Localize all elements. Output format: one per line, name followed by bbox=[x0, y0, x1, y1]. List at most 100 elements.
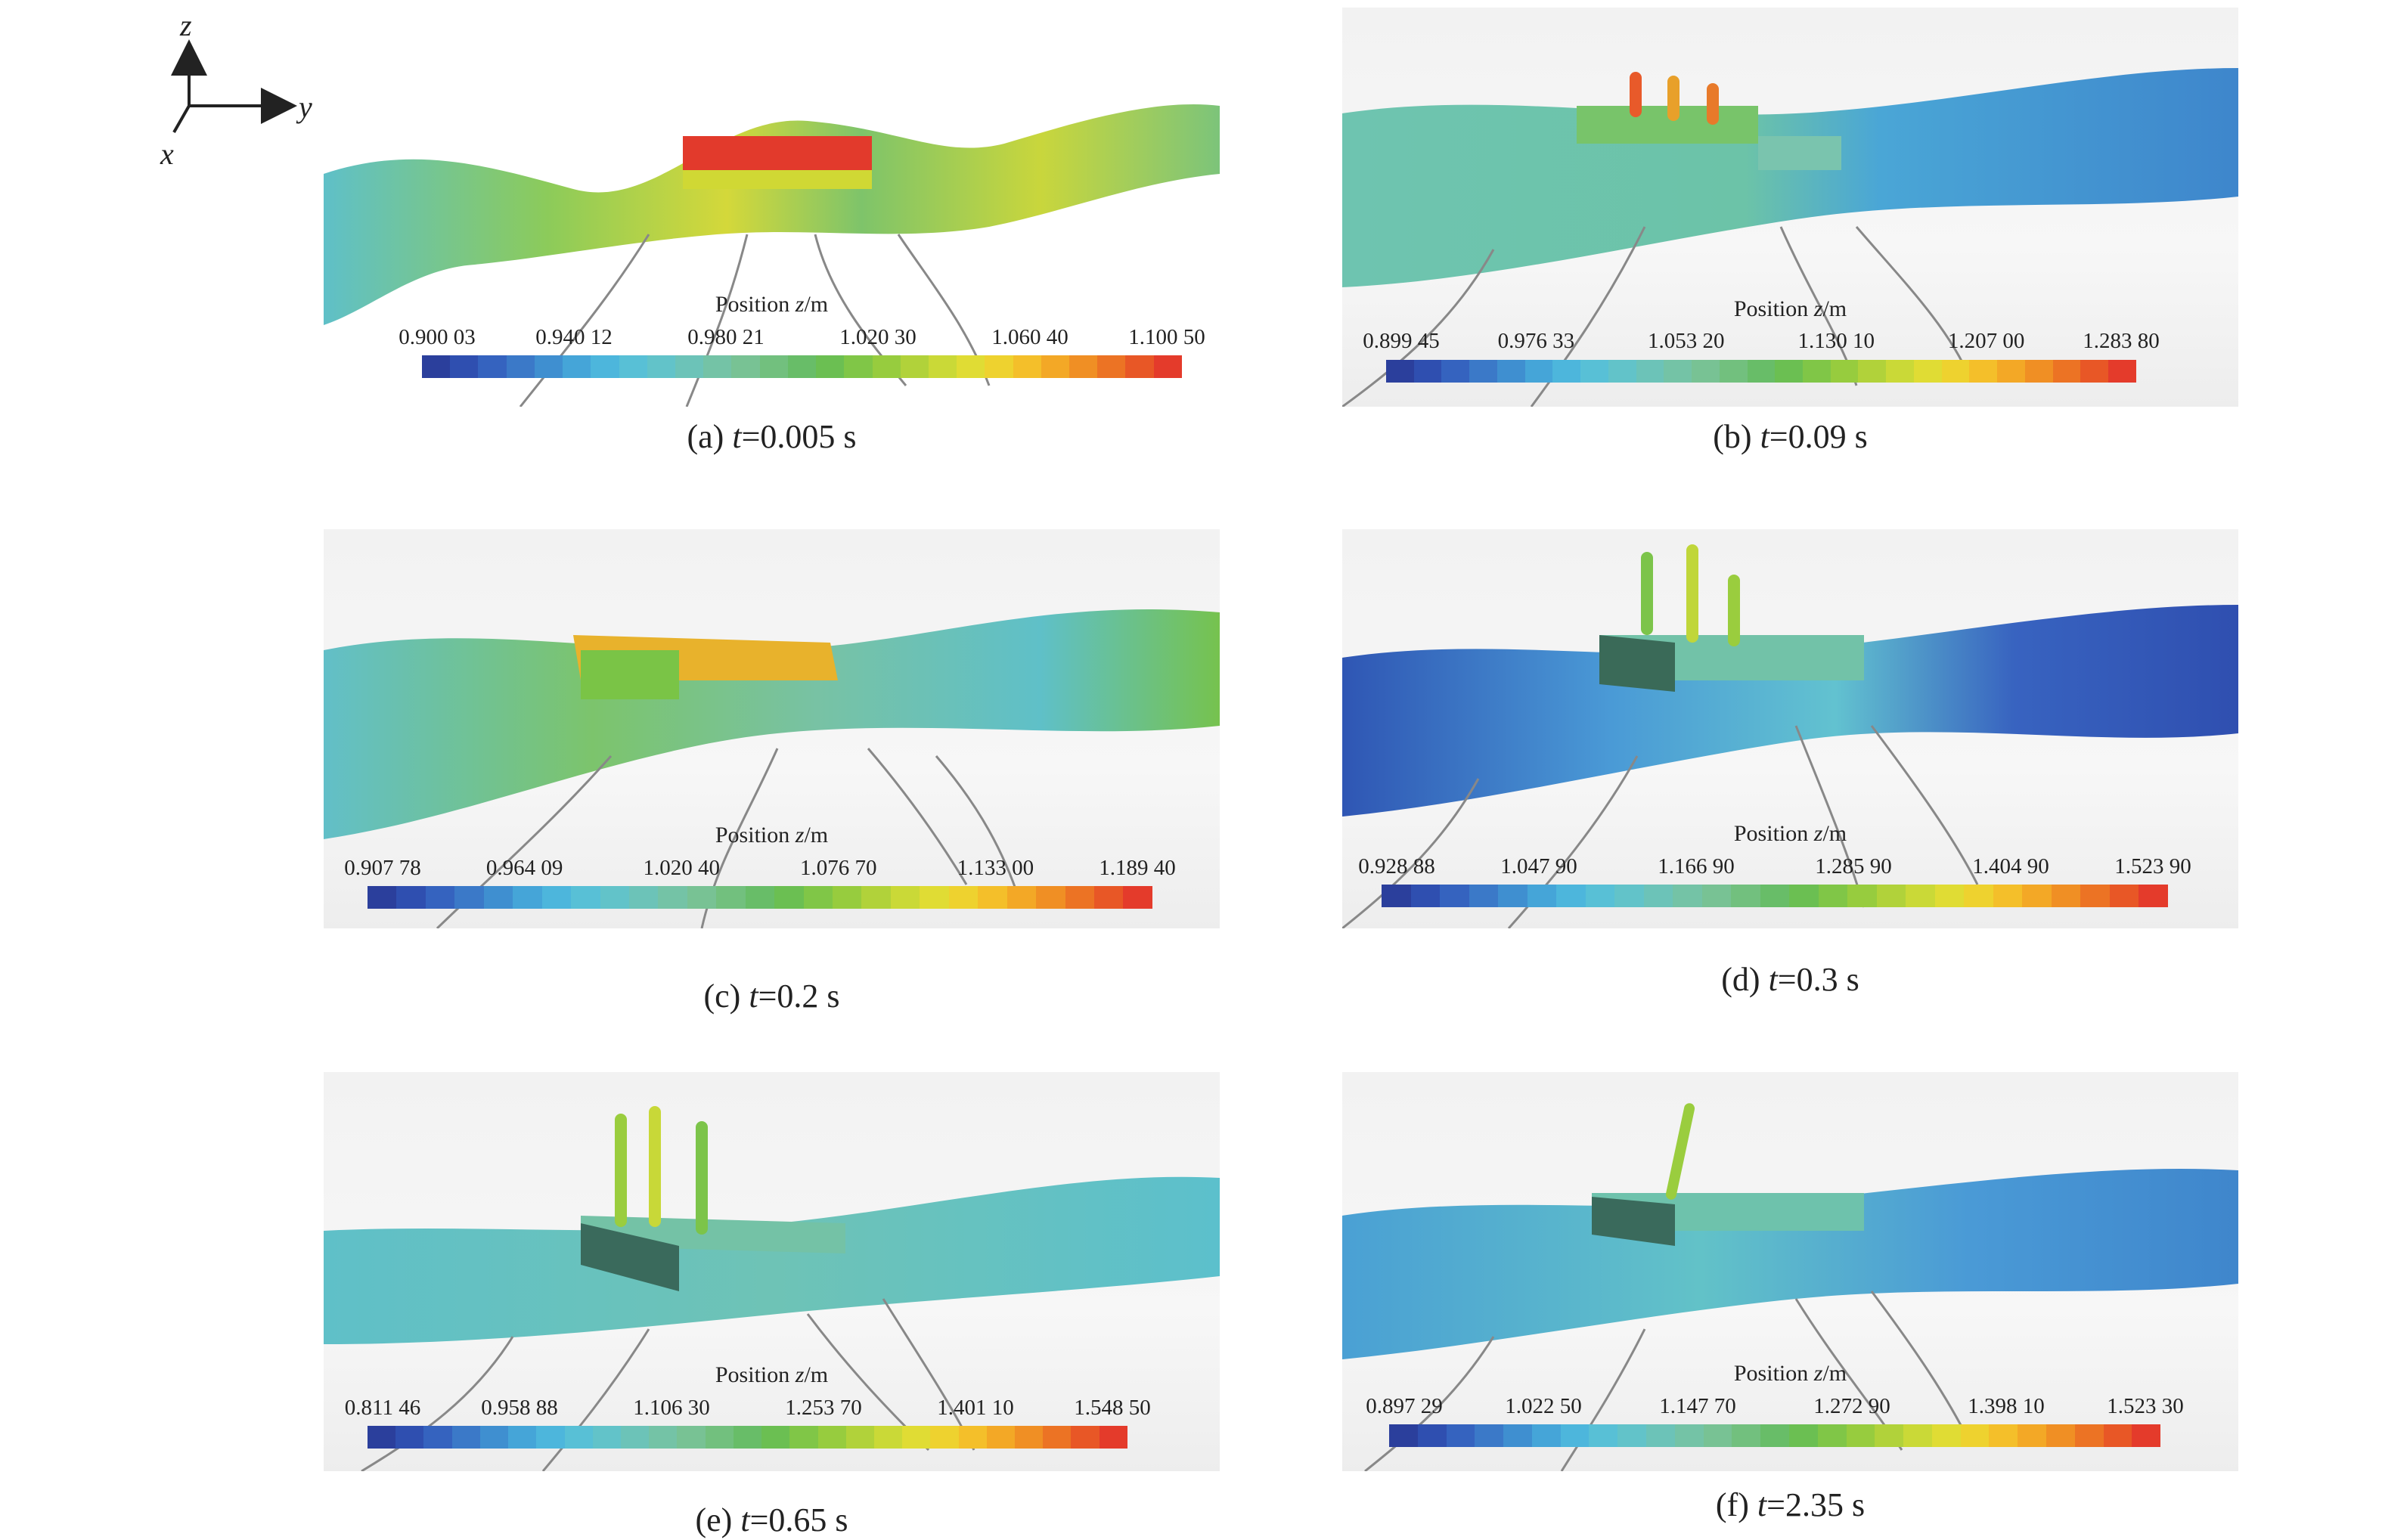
colorbar-tick-label: 1.272 90 bbox=[1813, 1394, 1890, 1418]
colorbar-swatch bbox=[900, 355, 929, 378]
colorbar-tick-label: 1.053 20 bbox=[1648, 329, 1725, 353]
colorbar-tick-label: 0.899 45 bbox=[1363, 329, 1440, 353]
colorbar-swatch bbox=[1775, 360, 1804, 383]
colorbar-swatch bbox=[1556, 885, 1586, 907]
colorbar-swatch bbox=[1830, 360, 1859, 383]
colorbar-swatch bbox=[789, 1426, 818, 1449]
colorbar-swatch bbox=[1123, 886, 1152, 909]
colorbar-swatch bbox=[1413, 360, 1442, 383]
axes-arrows-icon bbox=[171, 39, 297, 133]
colorbar-tick-label: 1.020 40 bbox=[643, 856, 720, 880]
colorbar-swatch bbox=[564, 1426, 593, 1449]
colorbar bbox=[1386, 360, 2136, 383]
colorbar-swatch bbox=[873, 1426, 903, 1449]
colorbar-tick-label: 1.285 90 bbox=[1815, 854, 1892, 878]
colorbar bbox=[1389, 1424, 2161, 1447]
colorbar-swatch bbox=[1071, 1426, 1100, 1449]
colorbar-tick-label: 0.958 88 bbox=[481, 1396, 558, 1420]
colorbar-swatch bbox=[2051, 885, 2081, 907]
colorbar-swatch bbox=[1013, 355, 1041, 378]
colorbar-swatch bbox=[450, 355, 479, 378]
colorbar-tick-label: 0.900 03 bbox=[399, 325, 476, 349]
colorbar-swatch bbox=[1875, 1424, 1904, 1447]
colorbar-swatch bbox=[1446, 1424, 1475, 1447]
colorbar-swatch bbox=[675, 355, 704, 378]
axis-label-y: y bbox=[299, 90, 312, 124]
colorbar-swatch bbox=[759, 355, 788, 378]
colorbar-swatch bbox=[1989, 1424, 2018, 1447]
colorbar-swatch bbox=[1386, 360, 1414, 383]
colorbar-swatch bbox=[628, 886, 659, 909]
colorbar-swatch bbox=[600, 886, 629, 909]
axis-label-z: z bbox=[180, 8, 192, 42]
colorbar-swatch bbox=[833, 886, 862, 909]
colorbar-swatch bbox=[1941, 360, 1970, 383]
colorbar-tick-label: 1.404 90 bbox=[1972, 854, 2049, 878]
colorbar-swatch bbox=[1692, 360, 1720, 383]
wave-surface-render bbox=[1342, 68, 2238, 407]
panel-b-caption: (b) t=0.09 s bbox=[1713, 418, 1868, 455]
colorbar-swatch bbox=[1531, 1424, 1561, 1447]
colorbar-swatch bbox=[395, 1426, 424, 1449]
colorbar-swatch bbox=[1410, 885, 1441, 907]
colorbar-swatch bbox=[920, 886, 949, 909]
colorbar-swatch bbox=[479, 1426, 509, 1449]
colorbar-tick-label: 1.207 00 bbox=[1947, 329, 2025, 353]
colorbar-swatch bbox=[2103, 1424, 2132, 1447]
colorbar-swatch bbox=[1903, 1424, 1932, 1447]
legend-title: Position z/m bbox=[1733, 1361, 1847, 1386]
colorbar-swatch bbox=[1589, 1424, 1618, 1447]
colorbar-swatch bbox=[1527, 885, 1557, 907]
colorbar-swatch bbox=[1732, 1424, 1761, 1447]
colorbar-swatch bbox=[1065, 886, 1094, 909]
colorbar-swatch bbox=[1760, 1424, 1789, 1447]
colorbar-swatch bbox=[930, 1426, 959, 1449]
colorbar-swatch bbox=[1847, 885, 1877, 907]
wave-surface-render bbox=[1342, 1103, 2238, 1471]
colorbar-swatch bbox=[902, 1426, 931, 1449]
colorbar-swatch bbox=[536, 1426, 565, 1449]
legend-title: Position z/m bbox=[1733, 821, 1847, 846]
colorbar-tick-label: 1.076 70 bbox=[800, 856, 877, 880]
colorbar-swatch bbox=[619, 355, 647, 378]
colorbar-swatch bbox=[2018, 1424, 2046, 1447]
colorbar-swatch bbox=[958, 1426, 987, 1449]
colorbar-ticks: 0.897 29 1.022 50 1.147 70 1.272 90 1.398 10… bbox=[1342, 1394, 2238, 1421]
colorbar-swatch bbox=[2109, 885, 2139, 907]
colorbar-swatch bbox=[1560, 1424, 1590, 1447]
colorbar-swatch bbox=[454, 886, 484, 909]
colorbar-swatch bbox=[1093, 886, 1124, 909]
colorbar-swatch bbox=[1382, 885, 1411, 907]
colorbar-tick-label: 1.283 80 bbox=[2083, 329, 2160, 353]
colorbar-swatch bbox=[1475, 1424, 1504, 1447]
colorbar-tick-label: 1.166 90 bbox=[1658, 854, 1735, 878]
colorbar-swatch bbox=[1417, 1424, 1447, 1447]
legend-title: Position z/m bbox=[1733, 296, 1847, 321]
colorbar-swatch bbox=[1469, 885, 1499, 907]
colorbar-swatch bbox=[1993, 885, 2023, 907]
colorbar-swatch bbox=[1703, 1424, 1732, 1447]
colorbar-swatch bbox=[1646, 1424, 1675, 1447]
colorbar-tick-label: 0.976 33 bbox=[1497, 329, 1575, 353]
colorbar-swatch bbox=[1497, 360, 1525, 383]
colorbar-swatch bbox=[845, 1426, 874, 1449]
colorbar-swatch bbox=[591, 355, 619, 378]
colorbar-tick-label: 1.548 50 bbox=[1074, 1396, 1151, 1420]
colorbar-swatch bbox=[1153, 355, 1182, 378]
colorbar-swatch bbox=[1524, 360, 1553, 383]
colorbar-swatch bbox=[1818, 885, 1848, 907]
colorbar-tick-label: 1.523 90 bbox=[2114, 854, 2191, 878]
colorbar-swatch bbox=[1643, 885, 1673, 907]
colorbar-swatch bbox=[649, 1426, 678, 1449]
colorbar-swatch bbox=[2022, 885, 2052, 907]
colorbar-swatch bbox=[2080, 360, 2109, 383]
colorbar-swatch bbox=[816, 355, 845, 378]
colorbar-ticks: 0.900 03 0.940 12 0.980 21 1.020 30 1.060 40… bbox=[324, 325, 1220, 352]
colorbar-swatch bbox=[844, 355, 873, 378]
colorbar-swatch bbox=[396, 886, 426, 909]
panel-a-caption: (a) t=0.005 s bbox=[687, 418, 857, 455]
panel-e: Position z/m 0.811 46 0.958 88 1.106 30 1.2… bbox=[324, 1072, 1220, 1471]
colorbar-tick-label: 1.047 90 bbox=[1500, 854, 1577, 878]
colorbar-swatch bbox=[2045, 1424, 2075, 1447]
colorbar-swatch bbox=[761, 1426, 790, 1449]
